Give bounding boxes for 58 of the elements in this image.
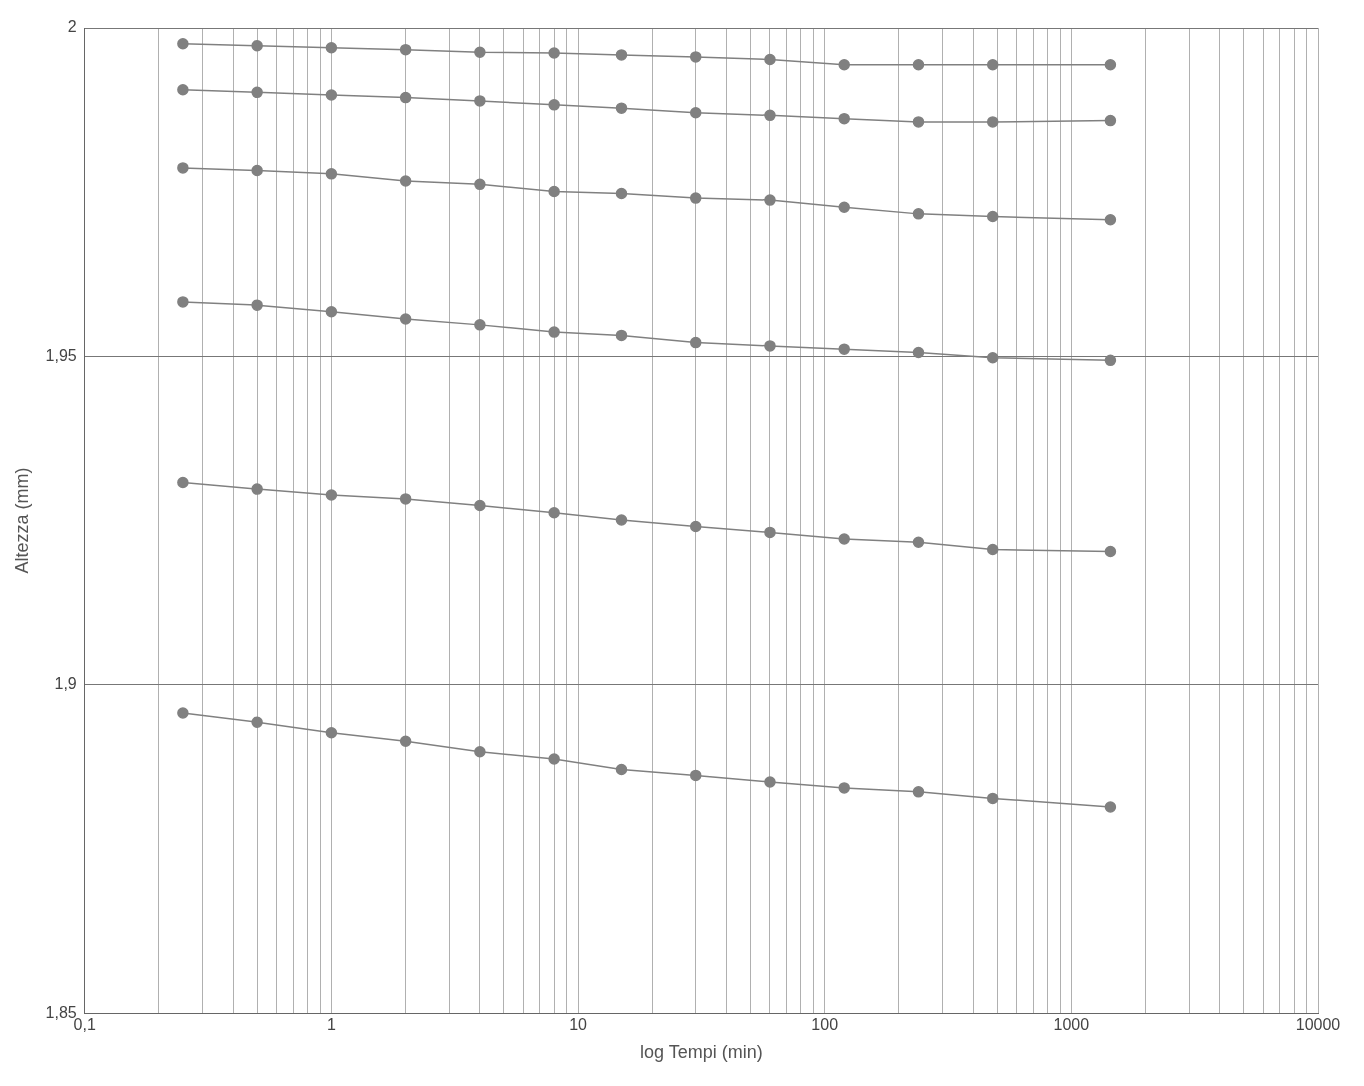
y-tick-label: 1,9	[54, 675, 77, 693]
point	[399, 175, 412, 187]
point	[912, 786, 925, 798]
point	[177, 707, 189, 719]
point	[177, 476, 189, 489]
point	[986, 351, 999, 364]
point	[399, 43, 412, 56]
point	[325, 489, 338, 501]
point	[764, 53, 776, 66]
point	[986, 792, 999, 805]
point	[399, 313, 412, 325]
point	[251, 164, 263, 177]
point	[838, 782, 850, 794]
point	[325, 41, 338, 54]
point	[251, 716, 263, 728]
point	[251, 86, 263, 99]
point	[764, 340, 776, 352]
point	[177, 38, 189, 50]
x-tick-label: 1000	[1053, 1016, 1090, 1034]
point	[177, 296, 189, 308]
point	[764, 776, 776, 788]
point	[325, 168, 338, 180]
x-tick-label: 1	[326, 1016, 336, 1034]
y-tick-label: 2	[67, 18, 77, 36]
point	[399, 91, 412, 104]
y-tick-label: 1,95	[45, 346, 77, 364]
point	[325, 727, 338, 739]
x-axis-title: log Tempi (min)	[640, 1042, 763, 1063]
point	[986, 210, 999, 223]
point	[325, 89, 338, 101]
point	[177, 162, 189, 174]
point	[912, 208, 925, 220]
y-axis-title: Altezza (mm)	[11, 467, 32, 574]
point	[251, 299, 263, 311]
point	[912, 59, 925, 71]
point	[764, 109, 776, 122]
x-tick-label: 10000	[1295, 1016, 1341, 1034]
point	[912, 346, 925, 359]
point	[838, 343, 850, 355]
point	[764, 194, 776, 206]
point	[177, 83, 189, 96]
point	[251, 483, 263, 495]
x-tick-label: 10	[569, 1016, 588, 1034]
point	[986, 543, 999, 556]
point	[399, 493, 412, 505]
point	[838, 112, 850, 125]
point	[251, 39, 263, 52]
point	[986, 59, 999, 71]
point	[764, 526, 776, 539]
point	[399, 735, 412, 748]
point	[912, 536, 925, 549]
point	[325, 305, 338, 318]
point	[838, 59, 850, 71]
point	[838, 533, 850, 545]
point	[838, 201, 850, 214]
point	[986, 116, 999, 128]
x-tick-label: 100	[811, 1016, 839, 1034]
point	[912, 116, 925, 128]
